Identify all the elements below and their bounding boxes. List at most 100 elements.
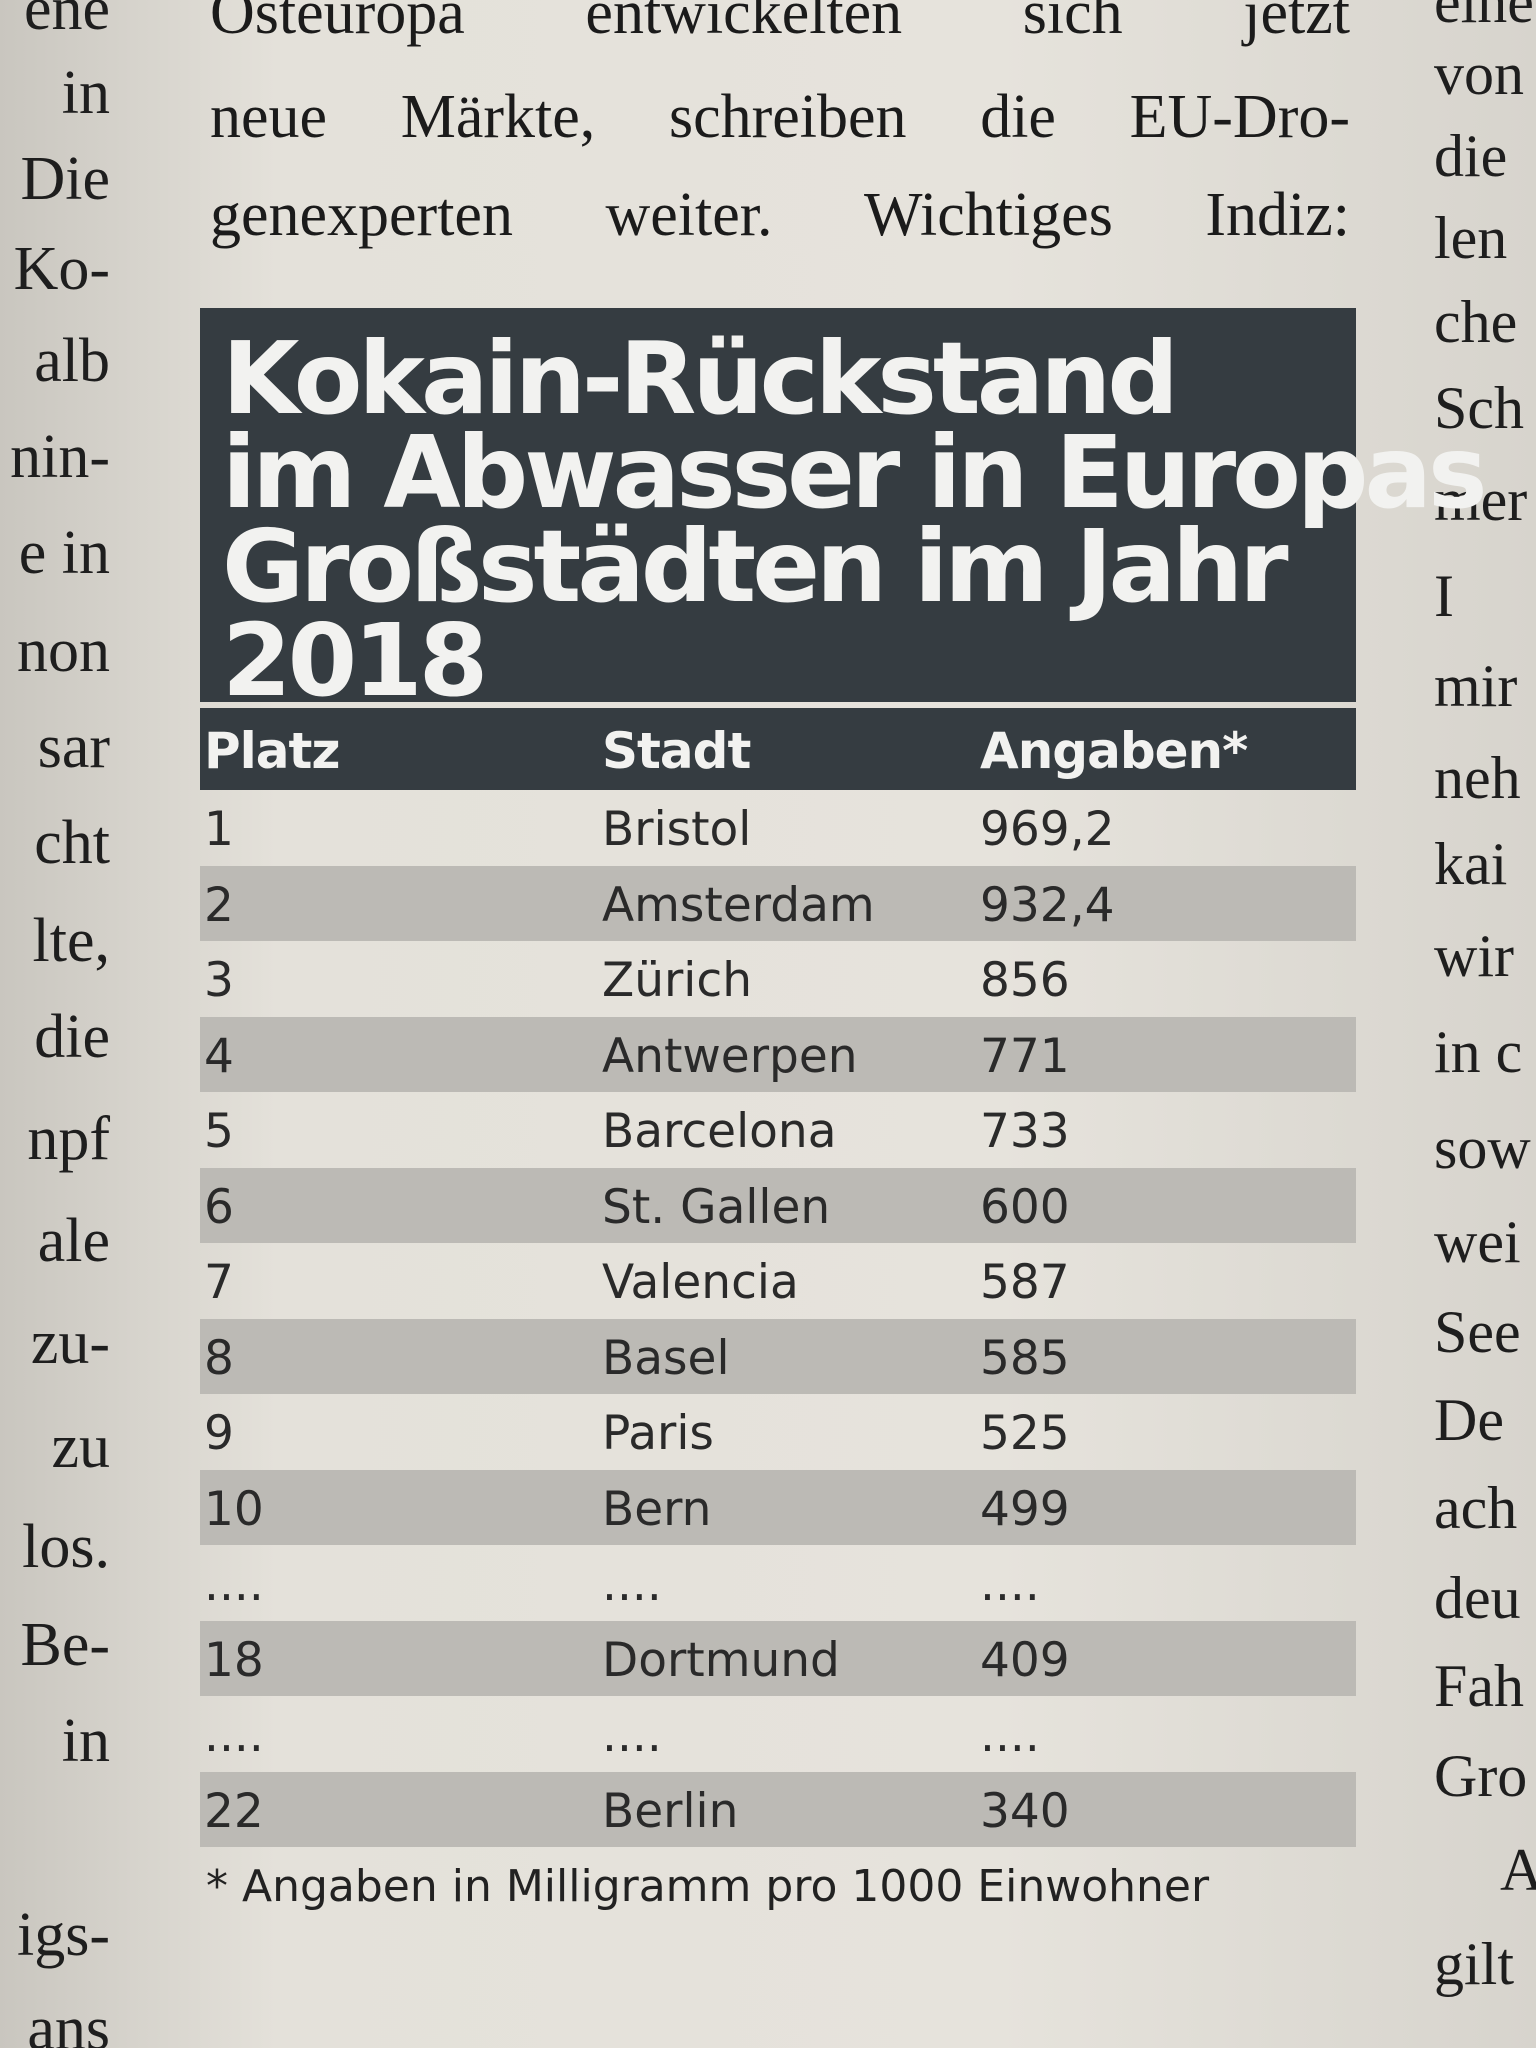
left-fragment: die (34, 1003, 110, 1071)
table-footnote: * Angaben in Milligramm pro 1000 Einwohn… (206, 1861, 1210, 1912)
table-row: 1 Bristol 969,2 (200, 790, 1356, 866)
city-cell: Dortmund (602, 1632, 840, 1688)
rank-cell: 5 (204, 1104, 234, 1159)
left-fragment: alb (34, 327, 110, 395)
left-fragment: lte, (32, 907, 110, 975)
city-cell: Basel (602, 1330, 730, 1386)
table-row: 2 Amsterdam 932,4 (200, 865, 1356, 941)
right-fragment: die (1434, 123, 1508, 189)
value-cell: 409 (980, 1632, 1070, 1688)
column-header-stadt: Stadt (602, 722, 751, 780)
table-header: Platz Stadt Angaben* (200, 708, 1356, 790)
rank-cell: .... (204, 1557, 264, 1612)
value-cell: 585 (980, 1330, 1070, 1386)
infobox-headline: Kokain-Rückstand im Abwasser in Europas … (200, 308, 1488, 711)
table-row-ellipsis: ............ (200, 1696, 1356, 1772)
paragraph-line: neue Märkte, schreiben die EU-Dro- (210, 83, 1350, 151)
left-fragment: e in (18, 519, 110, 587)
rank-cell: 22 (204, 1783, 264, 1839)
value-cell: 969,2 (980, 802, 1115, 857)
rank-cell: 4 (204, 1028, 234, 1084)
left-fragment: ans (27, 1995, 110, 2048)
left-fragment: Die (20, 145, 110, 213)
left-fragment: los. (22, 1513, 110, 1581)
table-row: 8 Basel 585 (200, 1318, 1356, 1394)
column-header-angaben: Angaben* (980, 722, 1248, 780)
rank-cell: 1 (204, 802, 234, 857)
right-fragment: Fah (1434, 1653, 1524, 1719)
left-fragment: in (61, 59, 110, 127)
left-column-text: ene in Die Ko- alb nin- e in non sar cht… (0, 0, 118, 2048)
table-row: 22 Berlin 340 (200, 1771, 1356, 1847)
left-fragment: zu (51, 1413, 110, 1481)
city-cell: Amsterdam (602, 877, 875, 933)
value-cell: 932,4 (980, 877, 1115, 933)
left-fragment: in (61, 1707, 110, 1775)
rank-cell: 10 (204, 1481, 264, 1537)
right-fragment: kai (1434, 831, 1508, 897)
headline-line: im Abwasser in Europas (222, 414, 1488, 531)
left-fragment: nin- (10, 423, 110, 491)
rank-cell: 8 (204, 1330, 234, 1386)
left-fragment: ale (37, 1207, 110, 1275)
right-fragment: che (1434, 289, 1518, 355)
headline-line: Kokain-Rückstand (222, 320, 1179, 437)
city-cell: Zürich (602, 953, 752, 1008)
right-fragment: mer (1434, 467, 1528, 533)
value-cell: 856 (980, 953, 1070, 1008)
right-fragment: deu (1434, 1565, 1521, 1631)
city-cell: Berlin (602, 1783, 739, 1839)
left-fragment: ene (23, 0, 110, 43)
table-row: 3 Zürich 856 (200, 941, 1356, 1017)
city-cell: St. Gallen (602, 1179, 831, 1235)
value-cell: 733 (980, 1104, 1070, 1159)
rank-cell: 18 (204, 1632, 264, 1688)
table-row-ellipsis: ............ (200, 1545, 1356, 1621)
left-fragment: Ko- (13, 235, 110, 303)
column-header-platz: Platz (204, 722, 341, 780)
paragraph-line: genexperten weiter. Wichtiges Indiz: (210, 181, 1350, 249)
cocaine-ranking-infobox: Kokain-Rückstand im Abwasser in Europas … (200, 308, 1488, 1912)
value-cell: 587 (980, 1255, 1070, 1310)
right-fragment: len (1434, 205, 1508, 271)
left-fragment: non (17, 617, 110, 685)
right-fragment: gilt (1434, 1931, 1515, 1997)
value-cell: 525 (980, 1406, 1070, 1461)
left-fragment: Be- (20, 1611, 110, 1679)
right-fragment: sow (1434, 1115, 1531, 1181)
right-fragment: von (1434, 41, 1524, 107)
right-fragment: mir (1434, 653, 1518, 719)
city-cell: Valencia (602, 1255, 799, 1310)
rank-cell: 9 (204, 1406, 234, 1461)
right-fragment: De (1434, 1387, 1504, 1453)
left-fragment: zu- (30, 1309, 110, 1377)
left-fragment: cht (34, 809, 110, 877)
table-row: 4 Antwerpen 771 (200, 1016, 1356, 1092)
right-fragment: eine (1434, 0, 1534, 35)
right-fragment: Gro (1434, 1743, 1528, 1809)
right-fragment: in c (1434, 1019, 1523, 1085)
right-fragment: A (1500, 1837, 1536, 1903)
table-row: 6 St. Gallen 600 (200, 1167, 1356, 1243)
value-cell: 771 (980, 1028, 1070, 1084)
left-fragment: npf (27, 1105, 110, 1173)
value-cell: .... (980, 1557, 1040, 1612)
table-row: 5 Barcelona 733 (200, 1092, 1356, 1168)
right-fragment: ach (1434, 1475, 1518, 1541)
city-cell: Bern (602, 1481, 712, 1537)
table-row: 10 Bern 499 (200, 1469, 1356, 1545)
right-fragment: wei (1434, 1209, 1521, 1275)
city-cell: Bristol (602, 802, 752, 857)
city-cell: Paris (602, 1406, 714, 1461)
right-fragment: I (1434, 563, 1454, 629)
right-fragment: Sch (1434, 375, 1524, 441)
left-fragment: igs- (17, 1901, 110, 1969)
city-cell: .... (602, 1708, 662, 1763)
rank-cell: 2 (204, 877, 234, 933)
right-fragment: wir (1434, 923, 1514, 989)
table-row: 7 Valencia 587 (200, 1243, 1356, 1319)
city-cell: .... (602, 1557, 662, 1612)
city-cell: Antwerpen (602, 1028, 858, 1084)
table-body: 1 Bristol 969,2 2 Amsterdam 932,4 3 Zürich 856… (200, 790, 1356, 1847)
right-column-text: eine von die len che Sch mer I mir neh k… (1418, 0, 1536, 2048)
